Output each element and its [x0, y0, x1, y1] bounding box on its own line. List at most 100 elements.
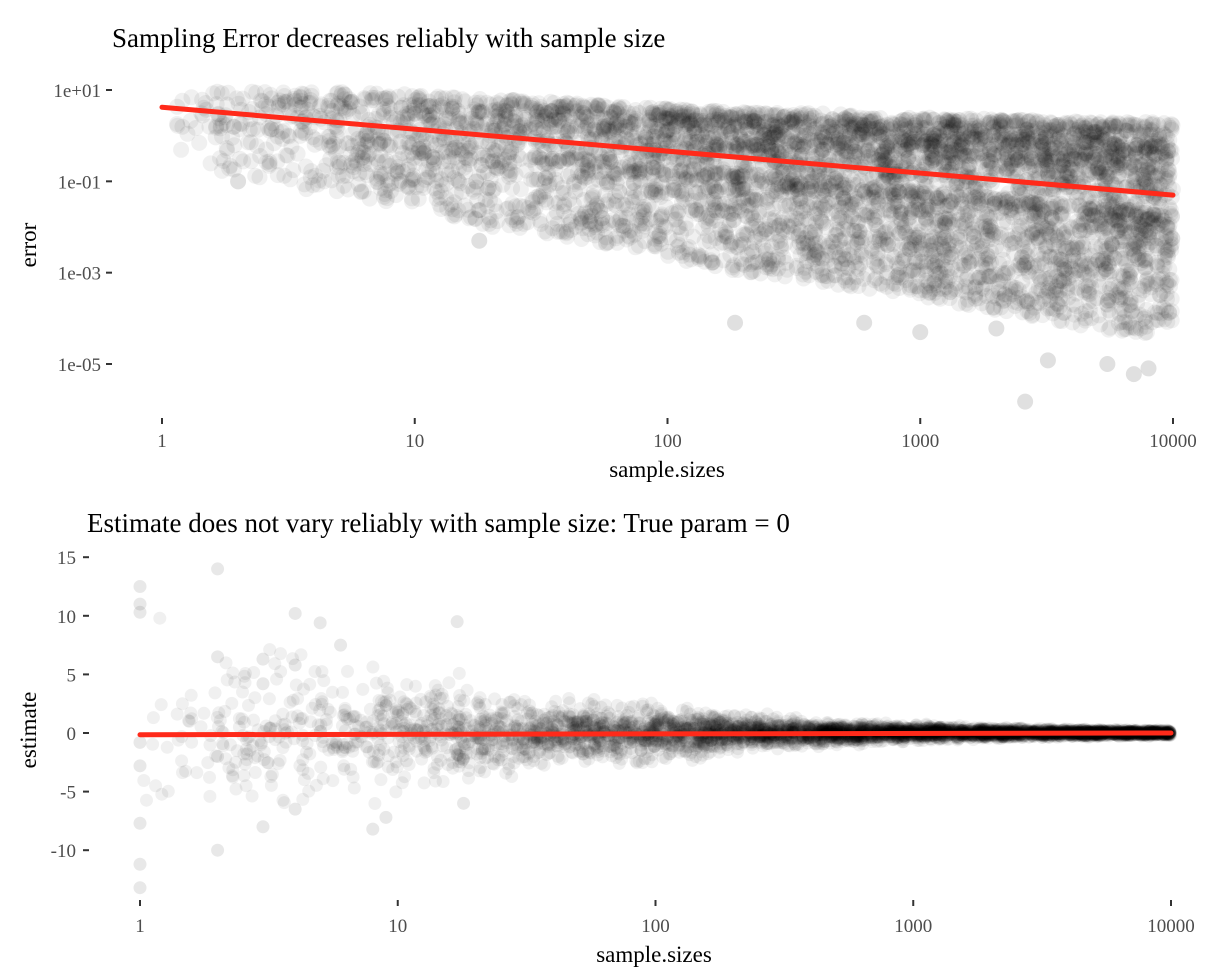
- error-point: [247, 167, 264, 184]
- error-point: [699, 165, 716, 182]
- error-point: [469, 192, 486, 209]
- error-point: [726, 116, 743, 133]
- error-point: [643, 182, 660, 199]
- error-point: [820, 239, 836, 256]
- error-point: [883, 133, 900, 150]
- error-point: [548, 118, 565, 135]
- error-point: [627, 239, 644, 256]
- error-point: [287, 87, 304, 104]
- error-point: [729, 203, 746, 220]
- error-point: [629, 125, 646, 142]
- error-point: [425, 155, 442, 172]
- error-point: [624, 193, 641, 210]
- error-point: [999, 190, 1016, 207]
- error-point: [1148, 237, 1165, 254]
- error-point: [530, 171, 547, 188]
- error-point: [1018, 293, 1035, 310]
- error-point: [830, 249, 847, 266]
- error-point: [465, 183, 482, 200]
- error-point: [230, 95, 247, 112]
- error-point: [872, 228, 889, 244]
- error-point: [444, 100, 461, 117]
- error-point: [1039, 218, 1056, 235]
- error-point: [1009, 151, 1026, 168]
- error-point: [716, 122, 733, 139]
- error-point: [241, 121, 258, 138]
- error-point: [1149, 240, 1166, 257]
- error-point: [1070, 218, 1087, 235]
- error-point: [574, 220, 591, 237]
- error-point: [434, 99, 451, 116]
- error-point: [595, 123, 612, 140]
- error-point: [945, 114, 961, 131]
- error-point: [958, 244, 975, 261]
- error-point: [508, 213, 525, 229]
- error-point: [401, 157, 418, 174]
- error-point: [173, 141, 190, 158]
- error-point: [279, 93, 296, 110]
- error-point: [725, 183, 742, 199]
- error-point: [765, 117, 782, 133]
- error-point: [1142, 286, 1159, 303]
- error-point: [1036, 288, 1053, 305]
- error-point: [601, 122, 618, 139]
- error-point: [1138, 139, 1155, 156]
- error-point: [688, 125, 705, 142]
- error-point: [320, 98, 336, 114]
- error-point: [1047, 255, 1064, 272]
- error-point: [707, 230, 724, 247]
- error-point: [720, 204, 737, 221]
- error-point: [597, 186, 614, 203]
- error-point: [707, 258, 724, 275]
- error-point: [1038, 149, 1055, 166]
- error-point: [768, 183, 785, 200]
- error-point: [1002, 236, 1019, 253]
- error-point: [1088, 290, 1105, 307]
- error-point: [1039, 157, 1056, 174]
- error-point: [509, 117, 526, 134]
- error-point: [1059, 229, 1076, 245]
- error-point: [473, 156, 490, 173]
- error-point: [792, 190, 809, 207]
- error-point: [845, 222, 862, 239]
- error-point: [249, 138, 265, 154]
- error-point: [323, 92, 340, 109]
- error-point: [221, 160, 238, 177]
- error-point: [1064, 157, 1081, 174]
- error-point: [809, 136, 826, 153]
- error-point: [468, 114, 485, 131]
- error-point: [554, 149, 570, 166]
- error-point: [969, 146, 985, 163]
- error-point: [946, 132, 963, 149]
- error-point: [756, 136, 773, 153]
- error-point: [1121, 296, 1137, 313]
- error-point: [588, 215, 605, 232]
- error-point: [1099, 218, 1116, 235]
- error-point: [370, 154, 387, 171]
- error-point: [1053, 257, 1070, 274]
- error-point: [743, 137, 760, 154]
- error-point: [1113, 218, 1130, 235]
- error-point: [665, 126, 682, 143]
- error-point: [1035, 202, 1052, 219]
- error-point: [560, 216, 577, 233]
- error-point: [954, 135, 970, 152]
- error-point: [449, 171, 466, 188]
- error-point: [572, 111, 589, 128]
- error-point: [353, 184, 370, 201]
- error-point: [1139, 135, 1156, 152]
- error-point: [976, 129, 993, 146]
- error-point: [1006, 152, 1023, 169]
- error-point: [323, 172, 340, 189]
- error-point: [756, 125, 773, 142]
- error-point: [835, 190, 852, 207]
- error-point: [943, 144, 960, 161]
- error-point: [916, 144, 933, 161]
- error-point: [1158, 277, 1175, 293]
- error-point: [330, 167, 347, 184]
- error-point: [842, 195, 859, 212]
- error-point: [1156, 126, 1173, 143]
- error-point: [894, 205, 911, 222]
- error-point: [479, 182, 496, 199]
- error-point: [961, 157, 978, 174]
